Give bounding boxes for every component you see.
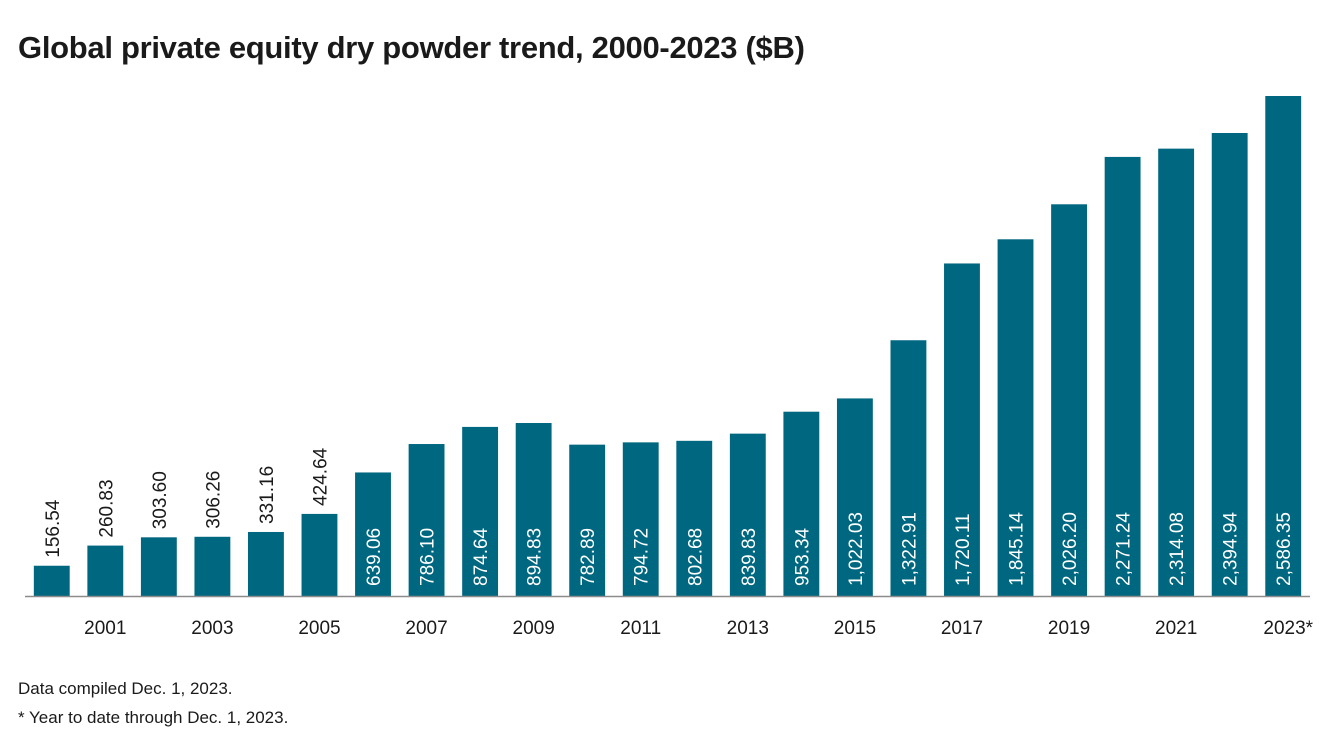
value-label-2022: 2,394.94	[1221, 512, 1242, 586]
bar-2021	[1158, 148, 1195, 596]
value-label-2012: 802.68	[685, 528, 706, 586]
note-data-compiled: Data compiled Dec. 1, 2023.	[18, 679, 233, 698]
bar-chart: 156.54 260.83 303.60 306.26 331.16 424.64 639.…	[25, 96, 1314, 639]
x-tick-2013: 2013	[727, 618, 769, 639]
bar-2013	[729, 433, 766, 596]
value-label-2018: 1,845.14	[1007, 512, 1028, 586]
bar-2014	[783, 411, 820, 596]
x-tick-2009: 2009	[513, 618, 555, 639]
value-label-2005: 424.64	[310, 447, 331, 506]
bar-2001	[87, 545, 124, 596]
value-label-2006: 639.06	[364, 528, 385, 586]
bar-2022	[1211, 133, 1248, 596]
bar-2011	[622, 442, 659, 596]
value-label-2008: 874.64	[471, 527, 492, 586]
bar-2010	[569, 444, 606, 596]
bar-2005	[301, 513, 338, 596]
value-label-2000: 156.54	[43, 499, 64, 558]
bar-2002	[140, 537, 177, 596]
x-tick-2021: 2021	[1155, 618, 1197, 639]
note-year-to-date: * Year to date through Dec. 1, 2023.	[18, 708, 289, 727]
x-tick-2001: 2001	[84, 618, 126, 639]
chart-title: Global private equity dry powder trend, …	[18, 30, 805, 65]
value-label-2002: 303.60	[150, 471, 171, 529]
x-tick-2007: 2007	[405, 618, 447, 639]
bars-group	[33, 96, 1302, 597]
bar-2020	[1104, 156, 1141, 597]
value-label-2010: 782.89	[578, 528, 599, 586]
bar-2012	[676, 440, 713, 596]
bar-2008	[462, 426, 499, 596]
value-label-2017: 1,720.11	[953, 513, 974, 586]
value-label-2021: 2,314.08	[1167, 512, 1188, 586]
bar-2016	[890, 340, 927, 596]
bar-2023*	[1265, 96, 1302, 596]
value-label-2001: 260.83	[96, 479, 117, 537]
value-label-2003: 306.26	[203, 471, 224, 529]
value-label-2016: 1,322.91	[899, 512, 920, 586]
chart-notes: Data compiled Dec. 1, 2023. * Year to da…	[18, 674, 288, 732]
value-label-2015: 1,022.03	[846, 512, 867, 586]
x-tick-labels-group: 2001 2003 2005 2007 2009 2011 2013 2015 2017 2019…	[84, 618, 1313, 639]
value-label-2004: 331.16	[257, 466, 278, 524]
bar-2007	[408, 444, 445, 596]
x-tick-2011: 2011	[620, 618, 661, 639]
value-label-2023*: 2,586.35	[1274, 512, 1295, 586]
x-tick-2017: 2017	[941, 618, 983, 639]
value-label-2020: 2,271.24	[1114, 512, 1135, 586]
x-tick-2019: 2019	[1048, 618, 1090, 639]
bar-2006	[355, 472, 391, 596]
bar-2003	[194, 536, 231, 596]
value-label-2011: 794.72	[632, 528, 653, 586]
value-label-2007: 786.10	[418, 528, 439, 586]
value-label-2013: 839.83	[739, 528, 760, 586]
x-tick-2005: 2005	[298, 618, 340, 639]
value-label-2009: 894.83	[525, 528, 546, 586]
bar-2004	[248, 531, 284, 596]
bar-2000	[33, 565, 70, 596]
value-labels-group: 156.54 260.83 303.60 306.26 331.16 424.64 639.…	[43, 447, 1295, 586]
bar-2015	[836, 398, 873, 596]
bar-2017	[944, 263, 980, 596]
x-tick-2003: 2003	[191, 618, 233, 639]
value-label-2014: 953.34	[792, 527, 813, 586]
value-label-2019: 2,026.20	[1060, 512, 1081, 586]
bar-2019	[1051, 204, 1087, 597]
bar-2009	[515, 423, 552, 596]
bar-2018	[997, 239, 1034, 597]
x-tick-2015: 2015	[834, 618, 876, 639]
x-tick-2023*: 2023*	[1263, 618, 1313, 639]
